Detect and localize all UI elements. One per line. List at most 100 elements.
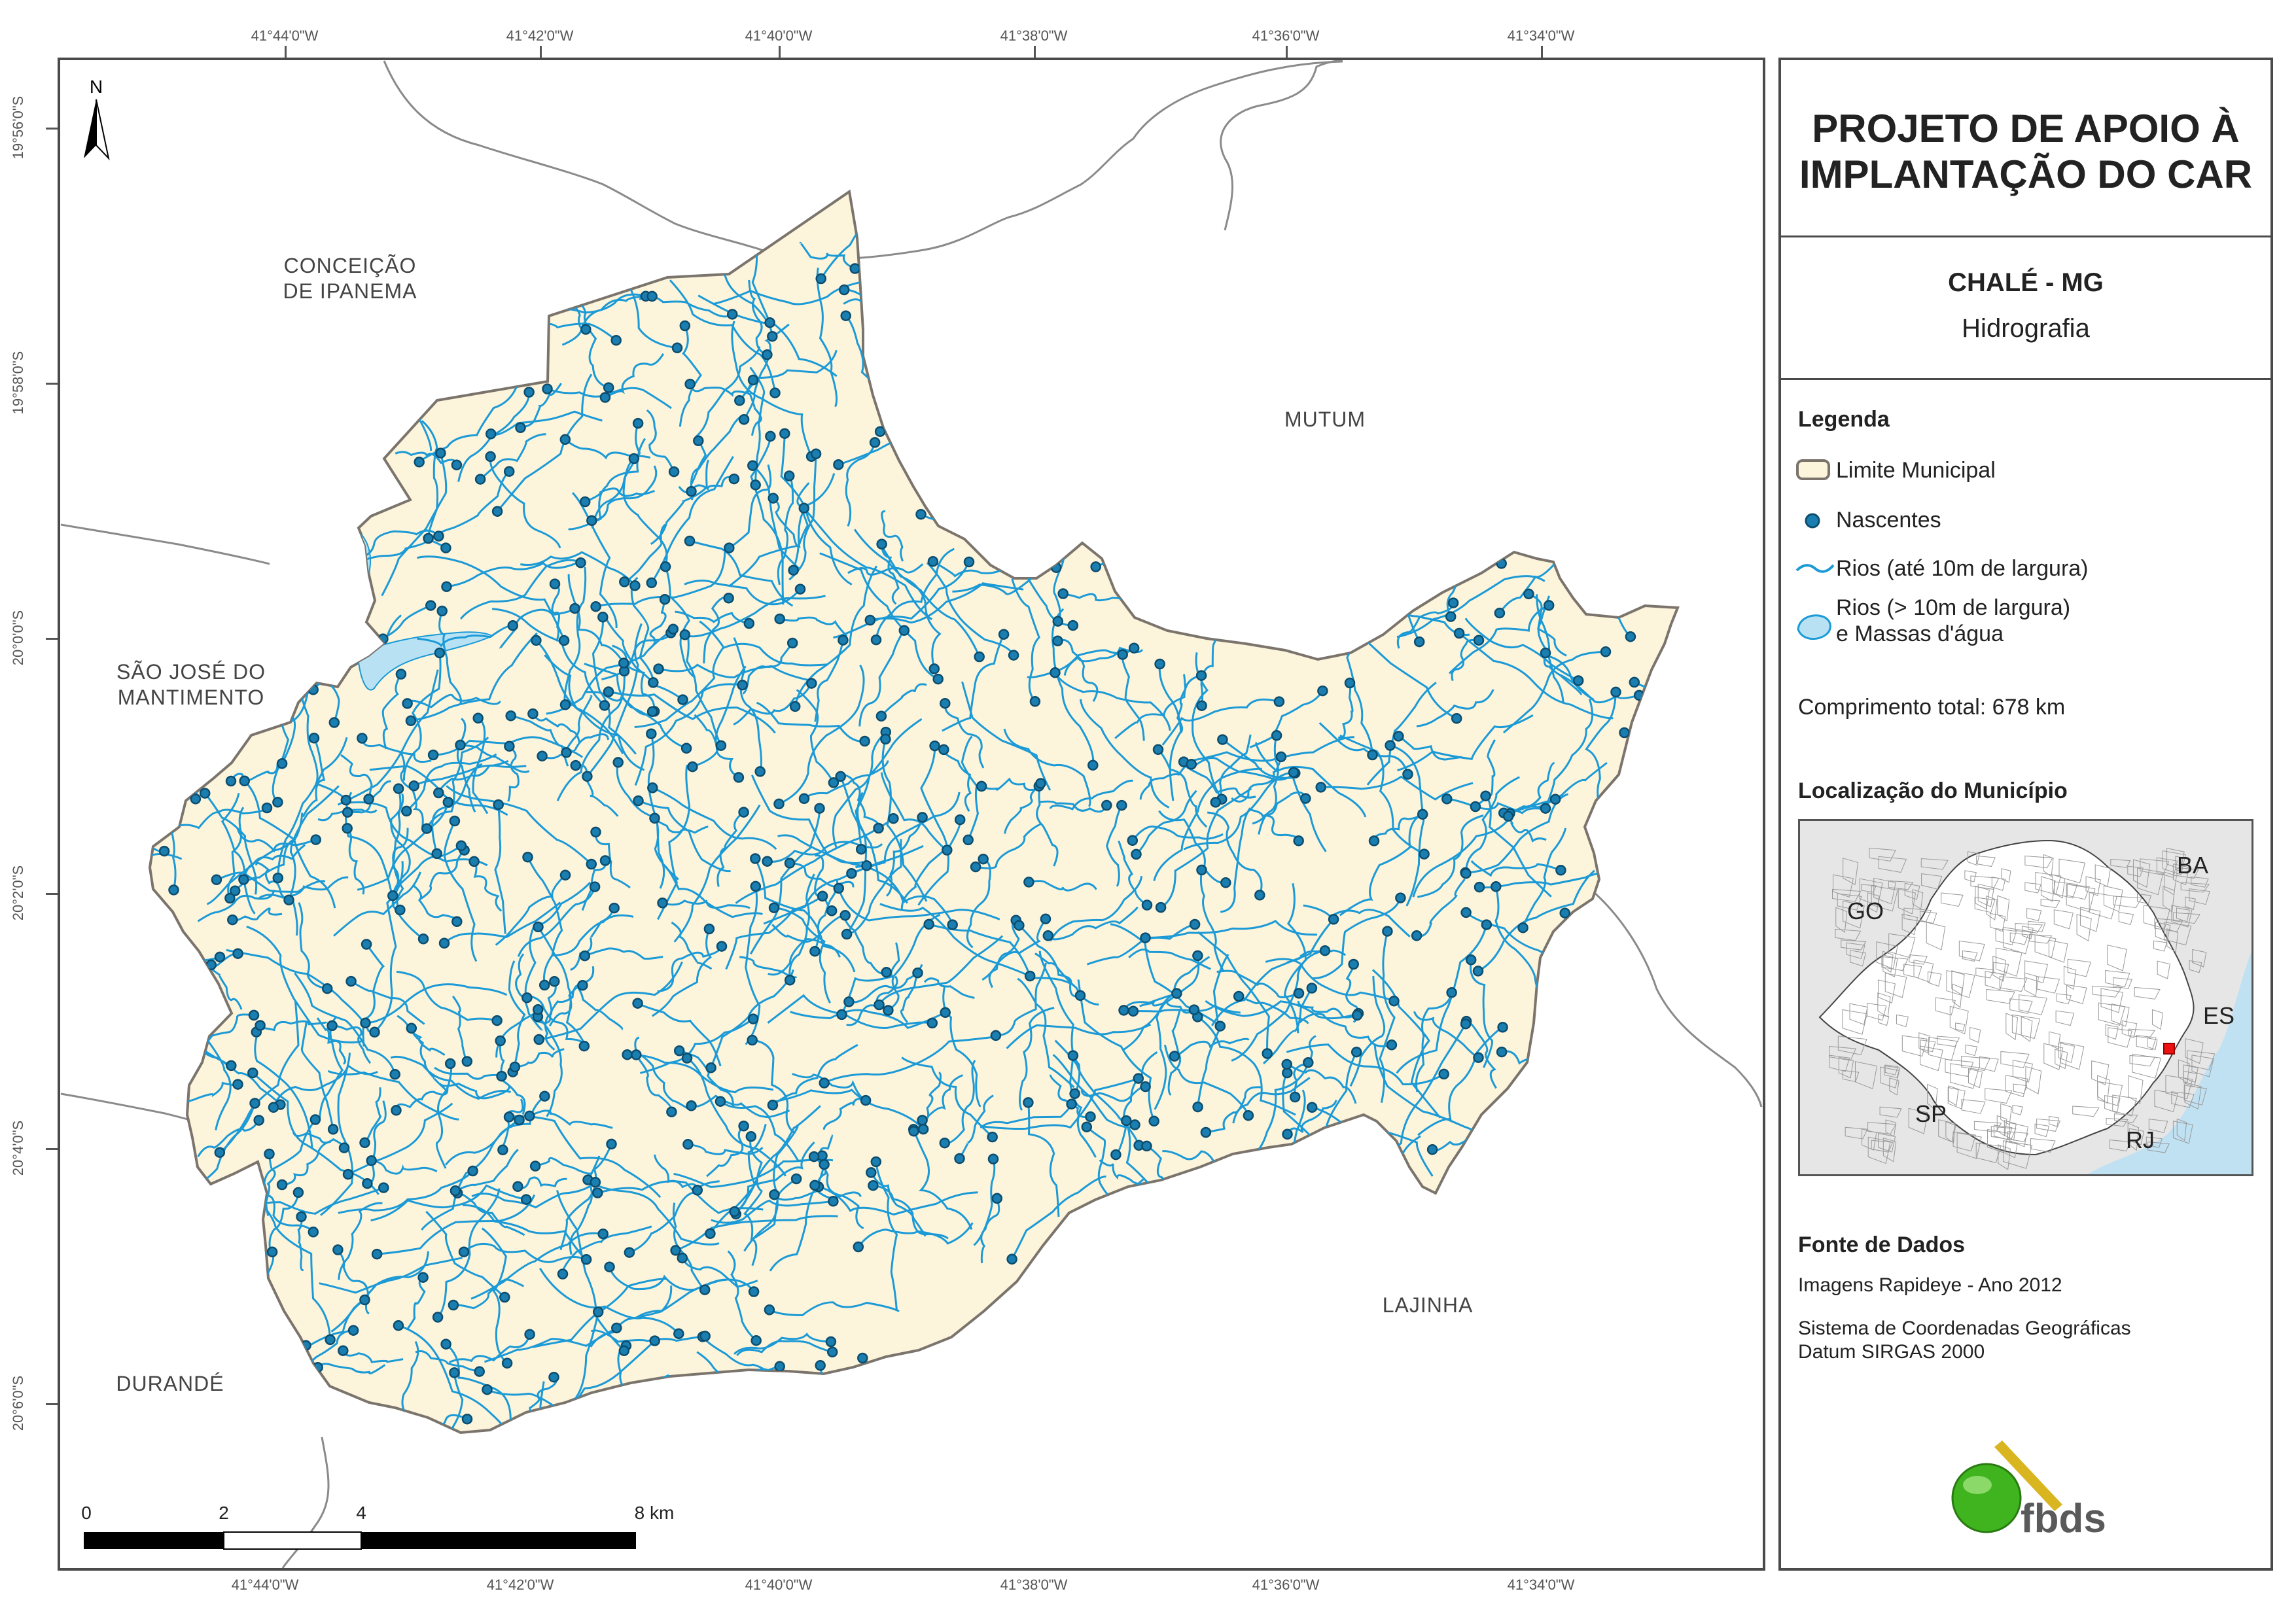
spring-point[interactable] xyxy=(537,750,548,761)
spring-point[interactable] xyxy=(522,851,533,863)
spring-point[interactable] xyxy=(1220,877,1231,888)
spring-point[interactable] xyxy=(1293,835,1304,846)
spring-point[interactable] xyxy=(1303,1057,1314,1068)
spring-point[interactable] xyxy=(371,1248,383,1260)
spring-point[interactable] xyxy=(472,712,484,724)
spring-point[interactable] xyxy=(232,948,243,959)
spring-point[interactable] xyxy=(632,998,643,1009)
spring-point[interactable] xyxy=(835,771,846,782)
spring-point[interactable] xyxy=(327,1124,339,1135)
spring-point[interactable] xyxy=(1081,1121,1093,1132)
spring-point[interactable] xyxy=(828,777,839,788)
spring-point[interactable] xyxy=(733,772,745,783)
spring-point[interactable] xyxy=(211,874,222,886)
spring-point[interactable] xyxy=(622,1049,633,1060)
spring-point[interactable] xyxy=(768,902,780,913)
spring-point[interactable] xyxy=(929,740,940,752)
spring-point[interactable] xyxy=(1008,650,1019,661)
spring-point[interactable] xyxy=(493,799,504,811)
spring-point[interactable] xyxy=(455,739,466,751)
spring-point[interactable] xyxy=(408,780,419,792)
spring-point[interactable] xyxy=(876,538,887,550)
spring-point[interactable] xyxy=(928,663,940,674)
spring-point[interactable] xyxy=(214,951,226,963)
spring-point[interactable] xyxy=(1460,1018,1472,1030)
spring-point[interactable] xyxy=(970,861,981,873)
spring-point[interactable] xyxy=(647,782,658,794)
spring-point[interactable] xyxy=(687,761,698,773)
spring-point[interactable] xyxy=(1110,1149,1122,1161)
spring-point[interactable] xyxy=(1600,646,1612,657)
spring-point[interactable] xyxy=(726,309,738,320)
spring-point[interactable] xyxy=(883,1005,894,1016)
spring-point[interactable] xyxy=(449,1367,460,1378)
spring-point[interactable] xyxy=(826,905,838,916)
spring-point[interactable] xyxy=(1052,616,1064,627)
spring-point[interactable] xyxy=(786,637,798,649)
spring-point[interactable] xyxy=(1453,627,1465,639)
spring-point[interactable] xyxy=(1317,685,1328,697)
spring-point[interactable] xyxy=(1300,793,1311,804)
spring-point[interactable] xyxy=(767,330,778,342)
spring-point[interactable] xyxy=(1141,899,1153,911)
spring-point[interactable] xyxy=(1040,913,1051,924)
spring-point[interactable] xyxy=(405,715,417,727)
spring-point[interactable] xyxy=(888,812,899,824)
spring-point[interactable] xyxy=(715,1096,726,1107)
spring-point[interactable] xyxy=(667,623,679,635)
spring-point[interactable] xyxy=(249,1098,260,1109)
spring-point[interactable] xyxy=(974,651,985,663)
spring-point[interactable] xyxy=(1127,835,1139,846)
spring-point[interactable] xyxy=(705,1062,716,1073)
spring-point[interactable] xyxy=(549,578,561,589)
spring-point[interactable] xyxy=(461,1413,473,1425)
spring-point[interactable] xyxy=(738,1121,749,1132)
spring-point[interactable] xyxy=(703,923,715,935)
spring-point[interactable] xyxy=(227,914,238,926)
spring-point[interactable] xyxy=(1472,966,1484,977)
spring-point[interactable] xyxy=(954,1153,965,1164)
spring-point[interactable] xyxy=(1388,995,1400,1007)
spring-point[interactable] xyxy=(987,1131,998,1143)
spring-point[interactable] xyxy=(1540,647,1551,659)
spring-point[interactable] xyxy=(774,613,785,625)
spring-point[interactable] xyxy=(1210,797,1222,808)
spring-point[interactable] xyxy=(684,378,696,390)
spring-point[interactable] xyxy=(597,612,609,623)
spring-point[interactable] xyxy=(342,807,353,818)
spring-point[interactable] xyxy=(503,466,515,477)
spring-point[interactable] xyxy=(673,1328,684,1340)
spring-point[interactable] xyxy=(723,593,734,604)
spring-point[interactable] xyxy=(504,741,515,752)
spring-point[interactable] xyxy=(1385,740,1396,751)
spring-point[interactable] xyxy=(734,395,745,406)
spring-point[interactable] xyxy=(790,1173,802,1185)
spring-point[interactable] xyxy=(715,740,727,751)
spring-point[interactable] xyxy=(677,694,688,705)
spring-point[interactable] xyxy=(1014,920,1025,931)
spring-point[interactable] xyxy=(395,669,407,680)
spring-point[interactable] xyxy=(1419,848,1430,860)
spring-point[interactable] xyxy=(1101,799,1112,811)
spring-point[interactable] xyxy=(699,1284,711,1295)
spring-point[interactable] xyxy=(1087,759,1099,771)
spring-point[interactable] xyxy=(912,967,923,979)
spring-point[interactable] xyxy=(599,392,611,403)
spring-point[interactable] xyxy=(1200,1126,1212,1138)
spring-point[interactable] xyxy=(255,1020,266,1031)
spring-point[interactable] xyxy=(366,1155,377,1166)
spring-point[interactable] xyxy=(491,1015,503,1026)
spring-point[interactable] xyxy=(1402,769,1413,780)
spring-point[interactable] xyxy=(1141,1140,1152,1152)
spring-point[interactable] xyxy=(1023,877,1034,888)
spring-point[interactable] xyxy=(369,1026,380,1038)
spring-point[interactable] xyxy=(599,855,611,866)
spring-point[interactable] xyxy=(917,1123,929,1135)
spring-point[interactable] xyxy=(444,1058,456,1070)
spring-point[interactable] xyxy=(747,1034,758,1046)
spring-point[interactable] xyxy=(357,733,368,744)
spring-point[interactable] xyxy=(737,679,748,691)
spring-point[interactable] xyxy=(773,798,785,810)
spring-point[interactable] xyxy=(491,506,503,517)
spring-point[interactable] xyxy=(762,349,773,360)
